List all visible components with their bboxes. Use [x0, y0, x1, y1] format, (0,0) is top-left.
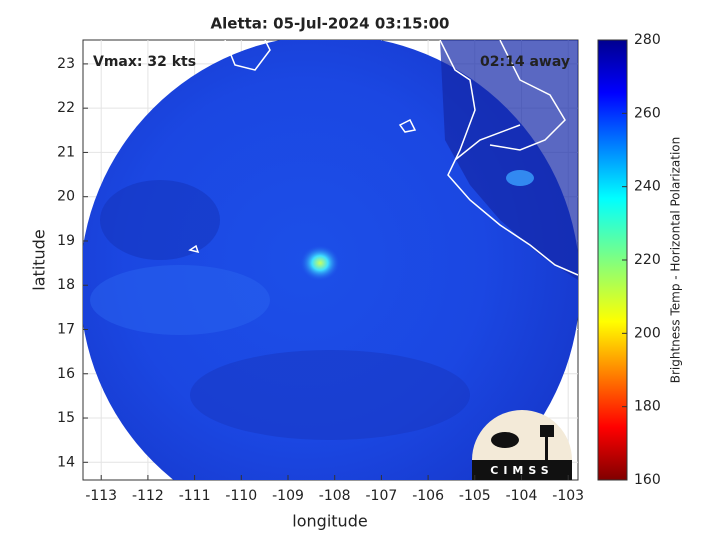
logo: CIMSS: [472, 410, 572, 480]
colorbar-tick-label: 260: [634, 105, 661, 121]
y-tick-label: 20: [57, 189, 75, 205]
cool-patch: [190, 350, 470, 440]
x-tick-label: -108: [319, 488, 351, 504]
x-tick-label: -109: [272, 488, 304, 504]
y-tick-label: 21: [57, 144, 75, 160]
time-label: 02:14 away: [480, 54, 570, 70]
y-tick-label: 23: [57, 56, 75, 72]
y-axis-label: latitude: [30, 229, 49, 290]
y-tick-label: 22: [57, 100, 75, 116]
x-axis-label: longitude: [292, 512, 367, 531]
colorbar-tick-label: 220: [634, 252, 661, 268]
y-tick-label: 16: [57, 366, 75, 382]
colorbar-label: Brightness Temp - Horizontal Polarizatio…: [669, 137, 683, 384]
colorbar-tick-label: 280: [634, 32, 661, 48]
y-tick-label: 15: [57, 410, 75, 426]
land-warm: [506, 170, 534, 186]
colorbar-tick-label: 160: [634, 472, 661, 488]
vmax-label: Vmax: 32 kts: [93, 54, 196, 70]
y-tick-label: 18: [57, 277, 75, 293]
y-tick-label: 17: [57, 321, 75, 337]
y-tick-label: 19: [57, 233, 75, 249]
satellite-swath: [83, 40, 578, 480]
y-tick-label: 14: [57, 454, 75, 470]
colorbar-tick-label: 180: [634, 399, 661, 415]
x-tick-label: -106: [412, 488, 444, 504]
x-tick-label: -105: [459, 488, 491, 504]
land: [440, 40, 578, 280]
storm-core: [300, 245, 340, 281]
title: Aletta: 05-Jul-2024 03:15:00: [211, 15, 450, 33]
warm-patch: [90, 265, 270, 335]
x-tick-label: -111: [179, 488, 211, 504]
coastline: [188, 40, 578, 276]
colorbar-tick-label: 200: [634, 325, 661, 341]
cool-patch: [100, 180, 220, 260]
x-tick-label: -113: [85, 488, 117, 504]
logo-text: CIMSS: [490, 464, 553, 477]
colorbar-tick-label: 240: [634, 179, 661, 195]
x-tick-label: -104: [506, 488, 538, 504]
x-tick-label: -110: [225, 488, 257, 504]
x-tick-label: -107: [366, 488, 398, 504]
x-tick-label: -112: [132, 488, 164, 504]
x-tick-label: -103: [552, 488, 584, 504]
